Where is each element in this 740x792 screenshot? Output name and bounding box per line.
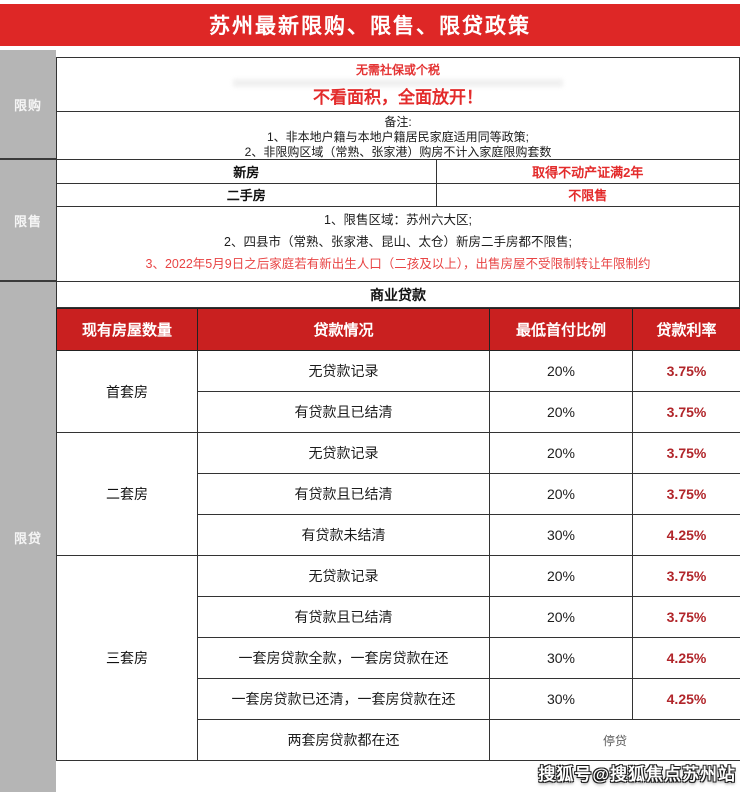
purchase-note-1: 1、非本地户籍与本地户籍居民家庭适用同等政策; <box>266 130 529 144</box>
column-header-loan-status: 贷款情况 <box>197 308 490 351</box>
loan-condition: 无贷款记录 <box>197 555 490 597</box>
category-first-home: 首套房 <box>56 350 198 433</box>
sale-restriction-table: 新房 取得不动产证满2年 二手房 不限售 <box>57 160 739 207</box>
table-row: 二套房 无贷款记录 20% 3.75% <box>56 432 740 556</box>
loan-condition: 无贷款记录 <box>197 432 490 474</box>
downpayment-value: 20% <box>489 432 633 474</box>
purchase-notes-title: 备注: <box>384 115 412 129</box>
downpayment-value: 20% <box>489 555 633 597</box>
main-area: 限购 限售 限贷 无需社保或个税 不看面积，全面放开！ 备注: 1、非本地户籍与… <box>0 50 740 792</box>
category-third-home: 三套房 <box>56 555 198 761</box>
column-header-downpayment: 最低首付比例 <box>489 308 633 351</box>
sidebar-label-xiandai: 限贷 <box>13 530 42 546</box>
page-title-banner: 苏州最新限购、限售、限贷政策 <box>0 4 740 46</box>
table-row: 一套房贷款已还清，一套房贷款在还 30% 4.25% <box>57 678 740 720</box>
column-header-house-count: 现有房屋数量 <box>56 308 198 351</box>
purchase-restriction-section: 无需社保或个税 不看面积，全面放开！ 备注: 1、非本地户籍与本地户籍居民家庭适… <box>56 57 740 160</box>
sale-note-1: 1、限售区域：苏州六大区; <box>324 212 472 227</box>
loan-policy-table: 现有房屋数量 贷款情况 最低首付比例 贷款利率 首套房 无贷款记录 20% 3.… <box>56 308 740 761</box>
table-row: 首套房 无贷款记录 20% 3.75% <box>56 350 740 433</box>
downpayment-value: 20% <box>489 350 633 392</box>
erased-text-smudge <box>233 79 563 87</box>
table-row: 有贷款且已结清 20% 3.75% <box>57 473 740 515</box>
table-row: 有贷款未结清 30% 4.25% <box>57 514 740 556</box>
table-row: 三套房 无贷款记录 20% 3.75% <box>56 555 740 761</box>
sale-row-policy-new: 取得不动产证满2年 <box>436 160 739 184</box>
table-row: 新房 取得不动产证满2年 <box>57 160 739 184</box>
category-second-home: 二套房 <box>56 432 198 556</box>
sidebar-section-xiangou: 限购 <box>0 50 56 160</box>
sale-row-policy-secondhand: 不限售 <box>436 183 739 207</box>
downpayment-value: 20% <box>489 391 633 433</box>
rate-value: 3.75% <box>632 596 740 638</box>
table-row: 有贷款且已结清 20% 3.75% <box>57 391 740 433</box>
loan-condition: 无贷款记录 <box>197 350 490 392</box>
table-row: 一套房贷款全款，一套房贷款在还 30% 4.25% <box>57 637 740 679</box>
sidebar-section-xianshou: 限售 <box>0 160 56 282</box>
table-row: 二手房 不限售 <box>57 183 739 207</box>
downpayment-value: 20% <box>489 596 633 638</box>
rate-value: 3.75% <box>632 432 740 474</box>
sale-note-2: 2、四县市（常熟、张家港、昆山、太仓）新房二手房都不限售; <box>224 234 572 249</box>
sidebar: 限购 限售 限贷 <box>0 50 56 792</box>
commercial-loan-title-text: 商业贷款 <box>370 286 426 303</box>
column-header-rate: 贷款利率 <box>632 308 740 351</box>
loan-condition: 有贷款且已结清 <box>197 473 490 515</box>
sale-note-3: 3、2022年5月9日之后家庭若有新出生人口（二孩及以上），出售房屋不受限制转让… <box>145 256 651 271</box>
commercial-loan-title: 商业贷款 <box>56 282 740 308</box>
sale-notes: 1、限售区域：苏州六大区; 2、四县市（常熟、张家港、昆山、太仓）新房二手房都不… <box>57 207 739 275</box>
rate-value: 4.25% <box>632 514 740 556</box>
table-row: 两套房贷款都在还 停贷 <box>57 719 740 761</box>
downpayment-value: 20% <box>489 473 633 515</box>
rate-value: 3.75% <box>632 350 740 392</box>
sale-row-type-new: 新房 <box>57 160 437 184</box>
downpayment-value: 30% <box>489 514 633 556</box>
loan-table-header-row: 现有房屋数量 贷款情况 最低首付比例 贷款利率 <box>56 308 740 351</box>
sale-row-type-secondhand: 二手房 <box>57 183 437 207</box>
purchase-notes: 备注: 1、非本地户籍与本地户籍居民家庭适用同等政策; 2、非限购区域（常熟、张… <box>57 112 739 160</box>
loan-stopped-cell: 停贷 <box>489 719 740 761</box>
purchase-headline-block: 无需社保或个税 不看面积，全面放开！ <box>57 58 739 112</box>
purchase-note-2: 2、非限购区域（常熟、张家港）购房不计入家庭限购套数 <box>244 145 552 159</box>
purchase-headline-big: 不看面积，全面放开！ <box>313 88 483 107</box>
content-column: 无需社保或个税 不看面积，全面放开！ 备注: 1、非本地户籍与本地户籍居民家庭适… <box>56 50 740 792</box>
sidebar-label-xiangou: 限购 <box>13 97 42 113</box>
rate-value: 3.75% <box>632 473 740 515</box>
downpayment-value: 30% <box>489 637 633 679</box>
loan-condition: 有贷款且已结清 <box>197 391 490 433</box>
rate-value: 3.75% <box>632 555 740 597</box>
loan-condition: 有贷款未结清 <box>197 514 490 556</box>
downpayment-value: 30% <box>489 678 633 720</box>
purchase-headline-small: 无需社保或个税 <box>355 63 440 77</box>
rate-value: 4.25% <box>632 678 740 720</box>
watermark: 搜狐号@搜狐焦点苏州站 <box>538 765 736 784</box>
loan-condition: 一套房贷款已还清，一套房贷款在还 <box>197 678 490 720</box>
rate-value: 4.25% <box>632 637 740 679</box>
sidebar-label-xianshou: 限售 <box>13 213 42 229</box>
page-title: 苏州最新限购、限售、限贷政策 <box>209 15 531 38</box>
sidebar-section-xiandai: 限贷 <box>0 282 56 792</box>
loan-condition: 两套房贷款都在还 <box>197 719 490 761</box>
loan-condition: 一套房贷款全款，一套房贷款在还 <box>197 637 490 679</box>
sale-restriction-section: 新房 取得不动产证满2年 二手房 不限售 1、限售区域：苏州六大区; 2、四县市… <box>56 160 740 282</box>
loan-condition: 有贷款且已结清 <box>197 596 490 638</box>
rate-value: 3.75% <box>632 391 740 433</box>
